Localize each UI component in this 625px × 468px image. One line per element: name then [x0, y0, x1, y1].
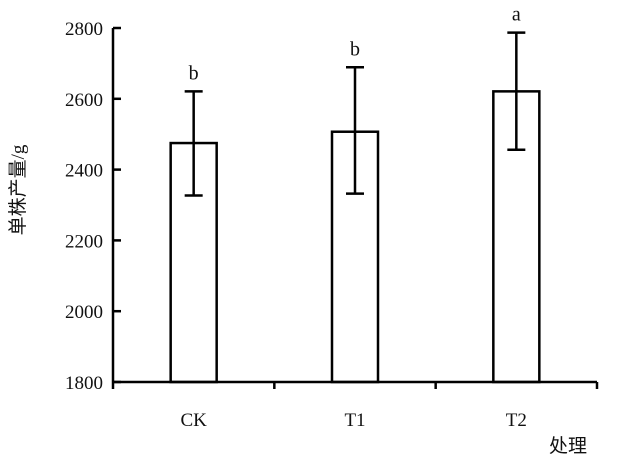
significance-label-ck: b [189, 62, 199, 84]
y-tick-label: 2400 [65, 161, 103, 182]
labels-layer: b b a 1800 2000 2200 2400 2600 2800 CK T1 T2 处理 单株产量/… [7, 4, 587, 457]
significance-label-t2: a [512, 4, 521, 26]
y-tick-label: 2200 [65, 231, 103, 252]
x-tick-label-t2: T2 [506, 410, 527, 431]
error-bar-t2 [507, 31, 526, 152]
x-tick-label-ck: CK [180, 410, 207, 431]
x-tick-label-t1: T1 [344, 410, 365, 431]
y-tick-label: 2600 [65, 90, 103, 111]
y-tick-label: 2800 [65, 19, 103, 40]
axes-layer [111, 26, 599, 389]
error-bar-ck [184, 90, 203, 197]
y-tick-label: 1800 [65, 373, 103, 394]
y-tick-label: 2000 [65, 302, 103, 323]
error-bars-layer [184, 31, 526, 197]
error-bar-t1 [346, 66, 364, 195]
y-axis-title: 单株产量/g [7, 144, 29, 235]
x-axis-title: 处理 [549, 435, 587, 457]
significance-label-t1: b [350, 38, 360, 60]
